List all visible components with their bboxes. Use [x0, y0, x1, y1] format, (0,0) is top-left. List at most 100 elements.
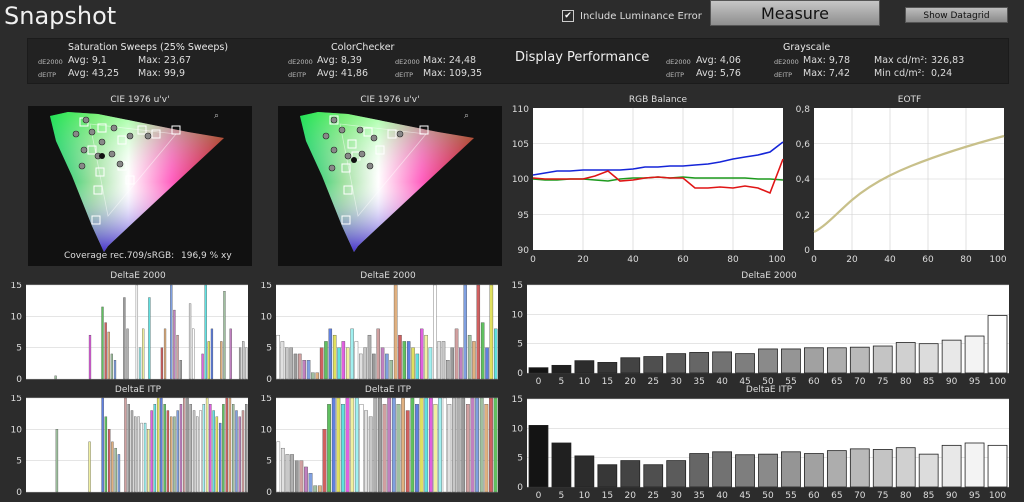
bar	[199, 410, 202, 493]
bar	[311, 372, 315, 380]
bar	[54, 375, 57, 380]
y-tick-label: 15	[261, 282, 272, 291]
bar	[196, 416, 199, 493]
bar	[712, 351, 732, 374]
min-cd-label: Min cd/m²:	[874, 68, 925, 79]
bar	[163, 328, 167, 380]
bar	[148, 297, 151, 380]
show-datagrid-button[interactable]: Show Datagrid	[905, 7, 1008, 23]
bar	[467, 334, 472, 380]
bar	[176, 334, 179, 380]
x-tick-label: 50	[762, 377, 774, 387]
bar	[666, 353, 687, 374]
zoom-icon: ⌕	[464, 111, 469, 121]
bar	[964, 442, 985, 488]
bar	[391, 397, 396, 493]
bar	[459, 347, 463, 380]
saturation-de2000-max: Max: 23,67	[138, 55, 192, 66]
bar	[143, 422, 147, 493]
bar	[987, 444, 1008, 488]
bar	[313, 485, 318, 493]
x-tick-label: 80	[900, 491, 912, 501]
bar	[147, 429, 150, 493]
bar	[229, 328, 232, 380]
bar	[183, 397, 186, 493]
bar	[446, 360, 450, 380]
bar	[176, 410, 179, 493]
bar	[415, 353, 420, 380]
saturation-deitp-avg: Avg: 43,25	[68, 68, 120, 79]
max-cd-label: Max cd/m²:	[874, 55, 928, 66]
measure-button[interactable]: Measure	[710, 0, 880, 26]
bar	[218, 422, 222, 493]
bar	[528, 367, 549, 374]
bar	[220, 341, 223, 380]
bar	[689, 453, 710, 488]
bar	[493, 397, 498, 493]
saturation-deitp-max: Max: 99,9	[138, 68, 186, 79]
rgb-balance-chart: 110 105 100 95 90 0 20 40 60 80 100	[512, 105, 786, 265]
bar	[173, 309, 176, 380]
bar	[110, 353, 113, 380]
bar	[123, 297, 126, 380]
bar	[872, 449, 893, 488]
cie-diagram-1[interactable]: ⌕ Coverage rec.709/sRGB: 196,9 % xy	[28, 106, 252, 266]
bar	[304, 466, 308, 493]
bar	[138, 347, 142, 380]
y-tick: 90	[518, 246, 530, 256]
bar	[124, 397, 127, 493]
bar	[918, 343, 939, 374]
bar	[127, 404, 130, 493]
bar	[597, 362, 618, 374]
bar	[826, 450, 847, 488]
x-tick-label: 30	[670, 377, 682, 387]
x-tick-label: 90	[946, 377, 958, 387]
mini-chart-2: 15 10 5 0	[261, 282, 498, 384]
x-tick-label: 0	[536, 491, 542, 501]
y-tick-label: 0	[16, 375, 22, 384]
x-tick: 60	[677, 255, 689, 265]
bar	[574, 360, 595, 374]
bar	[153, 404, 157, 493]
bar	[104, 416, 108, 493]
y-tick-label: 15	[512, 395, 523, 405]
bar	[135, 284, 139, 380]
bar	[192, 328, 195, 380]
bar	[666, 460, 687, 488]
cie-diagram-2[interactable]: ⌕	[278, 106, 502, 266]
page-title: Snapshot	[4, 2, 117, 30]
include-luminance-toggle[interactable]: ✔ Include Luminance Error	[562, 10, 702, 22]
y-tick-label: 0	[517, 369, 523, 379]
bar	[689, 352, 710, 374]
bar	[298, 353, 302, 380]
stats-panel: Saturation Sweeps (25% Sweeps) dE2000 Av…	[27, 38, 1009, 84]
x-tick-label: 50	[762, 491, 774, 501]
bar	[225, 397, 228, 493]
x-tick-label: 70	[854, 491, 866, 501]
bar	[359, 353, 363, 380]
bar	[354, 397, 359, 493]
x-tick-label: 35	[693, 491, 704, 501]
bar	[382, 404, 387, 493]
bar	[826, 347, 847, 374]
bar	[308, 473, 313, 493]
bar	[941, 444, 962, 488]
bar	[173, 416, 176, 493]
checkbox-icon[interactable]: ✔	[562, 10, 574, 22]
bar	[406, 341, 411, 380]
bar	[485, 347, 489, 380]
bar	[489, 397, 493, 493]
bar	[465, 404, 470, 493]
bar	[489, 284, 494, 380]
coverage-label: Coverage rec.709/sRGB:	[64, 251, 174, 261]
coverage-value: 196,9 % xy	[181, 251, 232, 261]
bar	[551, 442, 572, 488]
bar	[104, 322, 107, 380]
x-tick-label: 95	[969, 377, 980, 387]
colorchecker-title: ColorChecker	[331, 42, 395, 53]
bar	[454, 328, 459, 380]
bar	[289, 347, 293, 380]
bar	[107, 331, 110, 380]
saturation-title: Saturation Sweeps (25% Sweeps)	[68, 42, 229, 53]
